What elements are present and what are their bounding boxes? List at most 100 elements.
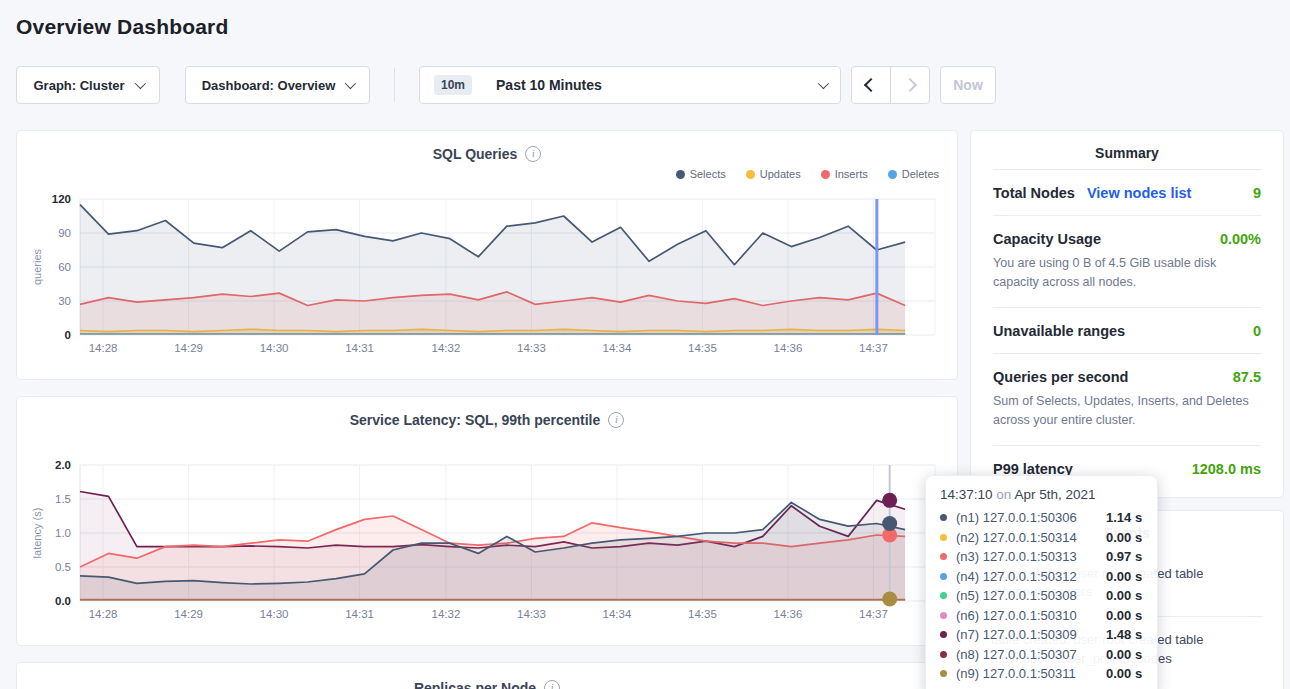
svg-text:latency (s): latency (s)	[31, 508, 43, 559]
svg-text:90: 90	[58, 227, 71, 239]
qps-label: Queries per second	[993, 369, 1128, 385]
svg-text:0.0: 0.0	[55, 595, 71, 607]
svg-text:queries: queries	[31, 248, 43, 285]
tooltip-node-label: (n4) 127.0.0.1:50312	[956, 569, 1106, 584]
series-dot-icon	[940, 573, 947, 580]
chart-legend: Selects Updates Inserts Deletes	[31, 163, 943, 185]
series-dot-icon	[940, 651, 947, 658]
chevron-down-icon	[818, 78, 829, 89]
svg-text:14:32: 14:32	[432, 342, 461, 354]
unavailable-ranges-label: Unavailable ranges	[993, 323, 1125, 339]
capacity-value: 0.00%	[1220, 231, 1261, 247]
tooltip-node-value: 0.00 s	[1106, 666, 1142, 681]
legend-item[interactable]: Selects	[676, 168, 726, 180]
summary-heading: Summary	[993, 145, 1261, 161]
svg-text:0.5: 0.5	[55, 561, 71, 573]
tooltip-node-label: (n1) 127.0.0.1:50306	[956, 510, 1106, 525]
tooltip-row: (n8) 127.0.0.1:50307 0.00 s	[940, 645, 1143, 665]
tooltip-node-label: (n5) 127.0.0.1:50308	[956, 588, 1106, 603]
legend-dot-icon	[888, 170, 897, 179]
view-nodes-list-link[interactable]: View nodes list	[1087, 185, 1192, 201]
tooltip-row: (n4) 127.0.0.1:50312 0.00 s	[940, 567, 1143, 587]
info-icon[interactable]: i	[544, 680, 560, 689]
chart-hover-tooltip: 14:37:10 on Apr 5th, 2021 (n1) 127.0.0.1…	[925, 475, 1158, 689]
qps-description: Sum of Selects, Updates, Inserts, and De…	[993, 392, 1261, 431]
svg-text:60: 60	[58, 261, 71, 273]
svg-text:14:36: 14:36	[774, 342, 803, 354]
svg-text:2.0: 2.0	[55, 459, 71, 471]
svg-text:1.5: 1.5	[55, 493, 71, 505]
legend-dot-icon	[676, 170, 685, 179]
legend-item[interactable]: Deletes	[888, 168, 939, 180]
chevron-down-icon	[134, 78, 145, 89]
graph-selector-dropdown[interactable]: Graph: Cluster	[16, 66, 160, 104]
tooltip-row: (n1) 127.0.0.1:50306 1.14 s	[940, 508, 1143, 528]
chart-title: Replicas per Node	[414, 680, 536, 689]
charts-column: SQL Queries i Selects Updates	[16, 130, 958, 689]
series-dot-icon	[940, 553, 947, 560]
capacity-description: You are using 0 B of 4.5 GiB usable disk…	[993, 254, 1261, 293]
tooltip-node-value: 0.00 s	[1106, 530, 1142, 545]
tooltip-node-value: 0.00 s	[1106, 647, 1142, 662]
series-dot-icon	[940, 592, 947, 599]
dashboard-selector-dropdown[interactable]: Dashboard: Overview	[185, 66, 370, 104]
page-header: Overview Dashboard	[0, 0, 1290, 39]
svg-text:14:30: 14:30	[260, 608, 289, 620]
chart-title: SQL Queries	[433, 146, 518, 162]
chart-title: Service Latency: SQL, 99th percentile	[350, 412, 601, 428]
chevron-right-icon	[903, 78, 917, 92]
svg-text:14:33: 14:33	[517, 342, 546, 354]
replicas-per-node-chart-card: Replicas per Node i	[16, 662, 958, 689]
p99-value: 1208.0 ms	[1192, 461, 1261, 477]
svg-text:14:29: 14:29	[174, 608, 203, 620]
tooltip-node-label: (n8) 127.0.0.1:50307	[956, 647, 1106, 662]
tooltip-node-label: (n9) 127.0.0.1:50311	[956, 666, 1106, 681]
svg-text:1.0: 1.0	[55, 527, 71, 539]
time-prev-button[interactable]	[851, 66, 891, 104]
svg-text:14:37: 14:37	[859, 342, 888, 354]
toolbar: Graph: Cluster Dashboard: Overview 10m P…	[16, 66, 1274, 104]
tooltip-node-value: 0.00 s	[1106, 608, 1142, 623]
chart-legend-spacer	[31, 429, 943, 451]
tooltip-node-value: 0.00 s	[1106, 569, 1142, 584]
dashboard-selector-label: Dashboard: Overview	[202, 78, 336, 93]
tooltip-node-label: (n7) 127.0.0.1:50309	[956, 627, 1106, 642]
svg-text:14:29: 14:29	[174, 342, 203, 354]
svg-text:120: 120	[52, 193, 71, 205]
total-nodes-value: 9	[1253, 185, 1261, 201]
tooltip-row: (n7) 127.0.0.1:50309 1.48 s	[940, 625, 1143, 645]
qps-value: 87.5	[1233, 369, 1261, 385]
summary-row-capacity: Capacity Usage 0.00% You are using 0 B o…	[993, 215, 1261, 307]
series-dot-icon	[940, 514, 947, 521]
tooltip-node-label: (n3) 127.0.0.1:50313	[956, 549, 1106, 564]
svg-text:14:28: 14:28	[89, 342, 118, 354]
time-range-dropdown[interactable]: 10m Past 10 Minutes	[419, 66, 841, 104]
now-button[interactable]: Now	[940, 66, 996, 104]
tooltip-header: 14:37:10 on Apr 5th, 2021	[940, 487, 1143, 502]
svg-text:14:31: 14:31	[345, 608, 374, 620]
legend-item[interactable]: Inserts	[821, 168, 868, 180]
info-icon[interactable]: i	[608, 412, 624, 428]
svg-text:14:33: 14:33	[517, 608, 546, 620]
svg-text:14:36: 14:36	[774, 608, 803, 620]
tooltip-node-label: (n2) 127.0.0.1:50314	[956, 530, 1106, 545]
svg-text:14:34: 14:34	[603, 608, 632, 620]
legend-dot-icon	[821, 170, 830, 179]
series-dot-icon	[940, 631, 947, 638]
time-next-button[interactable]	[890, 66, 930, 104]
info-icon[interactable]: i	[525, 146, 541, 162]
svg-text:30: 30	[58, 295, 71, 307]
unavailable-ranges-value: 0	[1253, 323, 1261, 339]
tooltip-row: (n9) 127.0.0.1:50311 0.00 s	[940, 664, 1143, 684]
svg-text:14:28: 14:28	[89, 608, 118, 620]
service-latency-chart[interactable]: 0.00.51.01.52.014:2814:2914:3014:3114:32…	[31, 451, 943, 635]
sql-queries-chart-card: SQL Queries i Selects Updates	[16, 130, 958, 380]
summary-panel: Summary Total Nodes View nodes list 9 Ca…	[970, 130, 1284, 498]
tooltip-node-value: 0.00 s	[1106, 588, 1142, 603]
time-range-badge: 10m	[434, 75, 472, 95]
svg-text:14:34: 14:34	[603, 342, 632, 354]
sql-queries-chart[interactable]: 030609012014:2814:2914:3014:3114:3214:33…	[31, 185, 943, 369]
page-title: Overview Dashboard	[16, 15, 1274, 39]
summary-row-qps: Queries per second 87.5 Sum of Selects, …	[993, 353, 1261, 445]
legend-item[interactable]: Updates	[746, 168, 801, 180]
